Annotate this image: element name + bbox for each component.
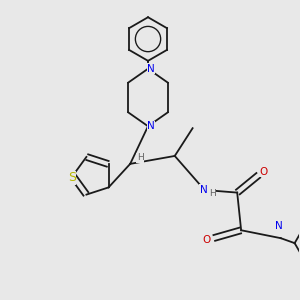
Text: S: S (68, 171, 76, 184)
Text: O: O (260, 167, 268, 177)
Text: H: H (137, 153, 143, 162)
Text: O: O (202, 235, 211, 245)
Text: N: N (147, 64, 155, 74)
Text: N: N (147, 121, 155, 131)
Text: N: N (275, 221, 283, 231)
Text: H: H (209, 189, 216, 198)
Text: N: N (200, 184, 207, 195)
